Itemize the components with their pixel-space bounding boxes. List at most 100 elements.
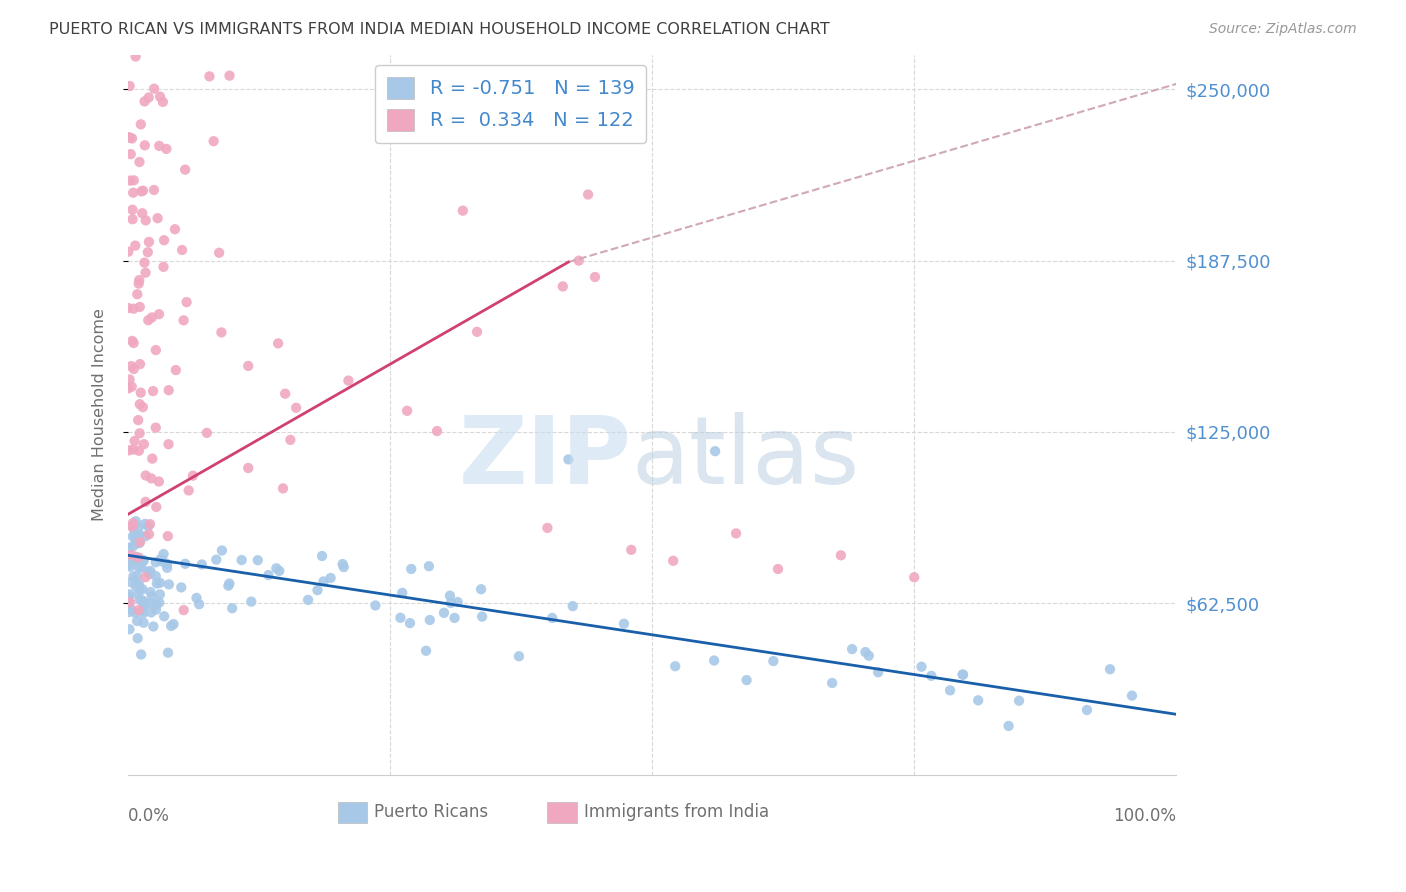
Point <box>240 594 263 608</box>
Point <box>613 616 636 631</box>
Point <box>118 558 141 572</box>
Point <box>1121 689 1143 703</box>
Point <box>152 260 174 274</box>
Point <box>118 587 141 601</box>
Point <box>155 142 177 156</box>
Point <box>124 536 146 550</box>
Point <box>132 606 155 620</box>
Point <box>198 70 221 84</box>
Point <box>439 589 461 603</box>
Point <box>146 211 169 226</box>
Text: ZIP: ZIP <box>458 412 631 504</box>
Point <box>138 90 160 104</box>
Point <box>129 535 152 549</box>
Point <box>127 550 149 565</box>
Point <box>132 615 155 630</box>
Point <box>120 559 142 574</box>
Point <box>132 437 155 451</box>
Point <box>141 471 163 485</box>
Point <box>132 554 155 568</box>
Point <box>332 560 354 574</box>
Point <box>471 609 494 624</box>
Point <box>121 131 143 145</box>
Point <box>149 575 172 590</box>
Point <box>118 605 141 619</box>
Point <box>148 596 170 610</box>
Point <box>160 619 183 633</box>
Point <box>145 500 167 514</box>
Point <box>129 385 152 400</box>
Point <box>470 582 492 597</box>
Point <box>910 659 932 673</box>
Point <box>162 617 184 632</box>
Point <box>134 570 156 584</box>
Point <box>920 669 942 683</box>
Point <box>218 576 240 591</box>
Point <box>128 397 150 411</box>
Point <box>267 336 290 351</box>
Point <box>939 683 962 698</box>
Point <box>181 468 204 483</box>
Point <box>127 521 149 535</box>
Point <box>131 185 153 199</box>
Point <box>122 442 145 457</box>
Point <box>118 594 141 608</box>
Point <box>1076 703 1098 717</box>
Point <box>148 475 170 489</box>
Point <box>297 593 319 607</box>
Point <box>124 238 146 252</box>
Point <box>120 575 142 590</box>
Point <box>149 89 172 103</box>
Point <box>122 301 145 316</box>
Point <box>122 521 145 535</box>
Point <box>136 565 159 579</box>
Point <box>134 516 156 531</box>
Point <box>131 594 153 608</box>
Y-axis label: Median Household Income: Median Household Income <box>93 309 107 521</box>
Point <box>662 554 685 568</box>
Point <box>153 609 176 624</box>
Point <box>117 244 139 259</box>
Point <box>125 549 148 564</box>
Point <box>443 611 465 625</box>
Point <box>208 245 231 260</box>
Point <box>134 255 156 269</box>
Point <box>766 562 789 576</box>
Point <box>135 213 157 227</box>
Point <box>134 598 156 612</box>
Point <box>426 424 449 438</box>
Point <box>762 654 785 668</box>
Point <box>136 313 159 327</box>
Point <box>117 130 139 145</box>
Point <box>173 313 195 327</box>
Point <box>121 516 143 531</box>
Point <box>125 580 148 594</box>
Point <box>195 425 218 440</box>
Point <box>139 564 162 578</box>
Point <box>128 426 150 441</box>
Point <box>141 606 163 620</box>
Point <box>238 461 260 475</box>
Point <box>132 553 155 567</box>
Point <box>120 602 142 616</box>
Text: Source: ZipAtlas.com: Source: ZipAtlas.com <box>1209 22 1357 37</box>
Point <box>415 644 437 658</box>
Point <box>1099 662 1122 676</box>
Point <box>117 301 139 315</box>
Point <box>1008 694 1031 708</box>
Point <box>118 372 141 386</box>
Point <box>129 648 152 662</box>
Point <box>391 586 413 600</box>
Point <box>132 603 155 617</box>
Point <box>146 576 169 591</box>
Point <box>145 420 167 434</box>
Point <box>152 95 174 109</box>
Point <box>508 649 530 664</box>
Point <box>735 673 758 687</box>
Point <box>127 530 149 544</box>
Point <box>124 606 146 620</box>
Point <box>118 541 141 555</box>
Point <box>177 483 200 498</box>
Point <box>136 519 159 533</box>
Point <box>145 555 167 569</box>
